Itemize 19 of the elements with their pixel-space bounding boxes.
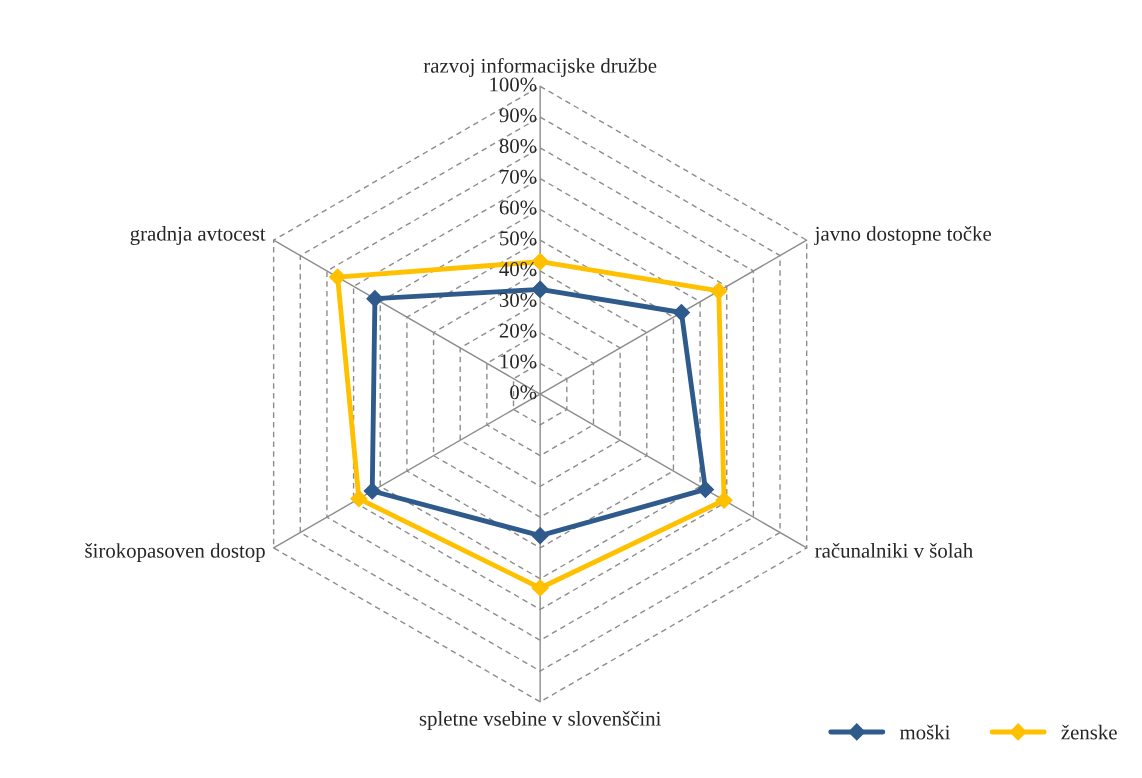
spoke-label: razvoj informacijske družbe xyxy=(423,57,657,78)
spoke-label: širokopasoven dostop xyxy=(85,543,265,563)
spoke-label: gradnja avtocest xyxy=(130,226,266,246)
y-tick-label: 70% xyxy=(500,169,537,184)
legend-label: moški xyxy=(899,724,951,740)
y-tick-label: 60% xyxy=(499,200,537,215)
y-tick-label: 80% xyxy=(499,139,537,154)
y-tick-label: 40% xyxy=(499,262,537,277)
y-tick-label: 30% xyxy=(499,292,537,308)
y-tick-label: 20% xyxy=(499,323,537,338)
spoke-label: spletne vsebine v slovenščini xyxy=(419,711,661,730)
legend-label: ženske xyxy=(1061,724,1117,740)
spoke-label: javno dostopne točke xyxy=(814,226,992,246)
y-tick-label: 10% xyxy=(500,354,537,369)
y-tick-label: 0% xyxy=(510,385,537,400)
y-tick-label: 90% xyxy=(499,108,537,123)
y-tick-label: 50% xyxy=(500,231,537,246)
y-tick-label: 100% xyxy=(490,77,537,92)
spoke-label: računalniki v šolah xyxy=(815,543,973,558)
